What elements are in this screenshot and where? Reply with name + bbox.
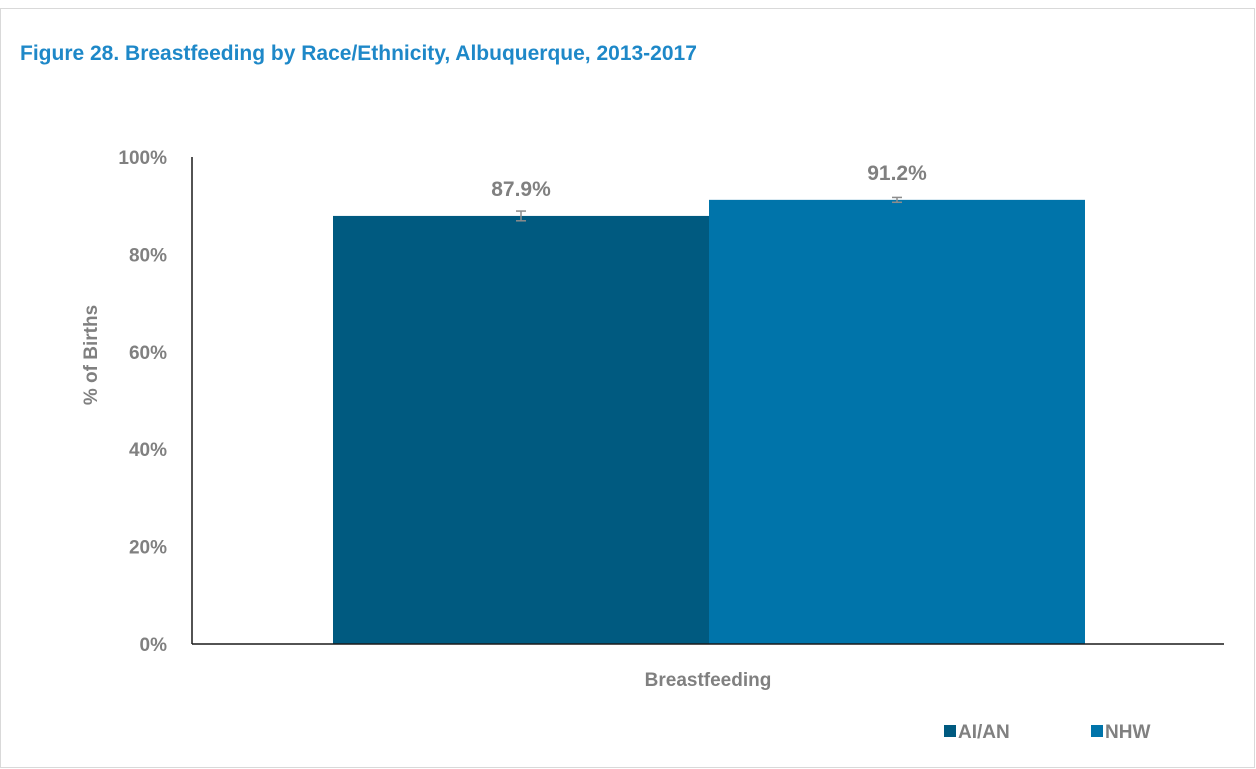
y-tick-label: 100% [118, 148, 167, 169]
y-tick-label: 80% [129, 245, 167, 266]
bar-ai-an [333, 215, 709, 644]
chart-title: Figure 28. Breastfeeding by Race/Ethnici… [20, 42, 697, 65]
legend-swatch [1091, 725, 1103, 737]
legend-label: AI/AN [958, 722, 1010, 743]
chart-frame [0, 8, 1255, 768]
y-tick-label: 0% [140, 635, 168, 656]
y-axis-label: % of Births [81, 305, 102, 405]
y-tick-label: 60% [129, 343, 167, 364]
data-label: 91.2% [867, 162, 927, 185]
legend-label: NHW [1105, 722, 1150, 743]
legend: AI/AN NHW [944, 722, 1150, 743]
x-category-label: Breastfeeding [645, 670, 772, 691]
data-label: 87.9% [491, 178, 551, 201]
legend-swatch [944, 725, 956, 737]
y-tick-label: 40% [129, 440, 167, 461]
bar-nhw [709, 199, 1085, 644]
y-tick-label: 20% [129, 538, 167, 559]
